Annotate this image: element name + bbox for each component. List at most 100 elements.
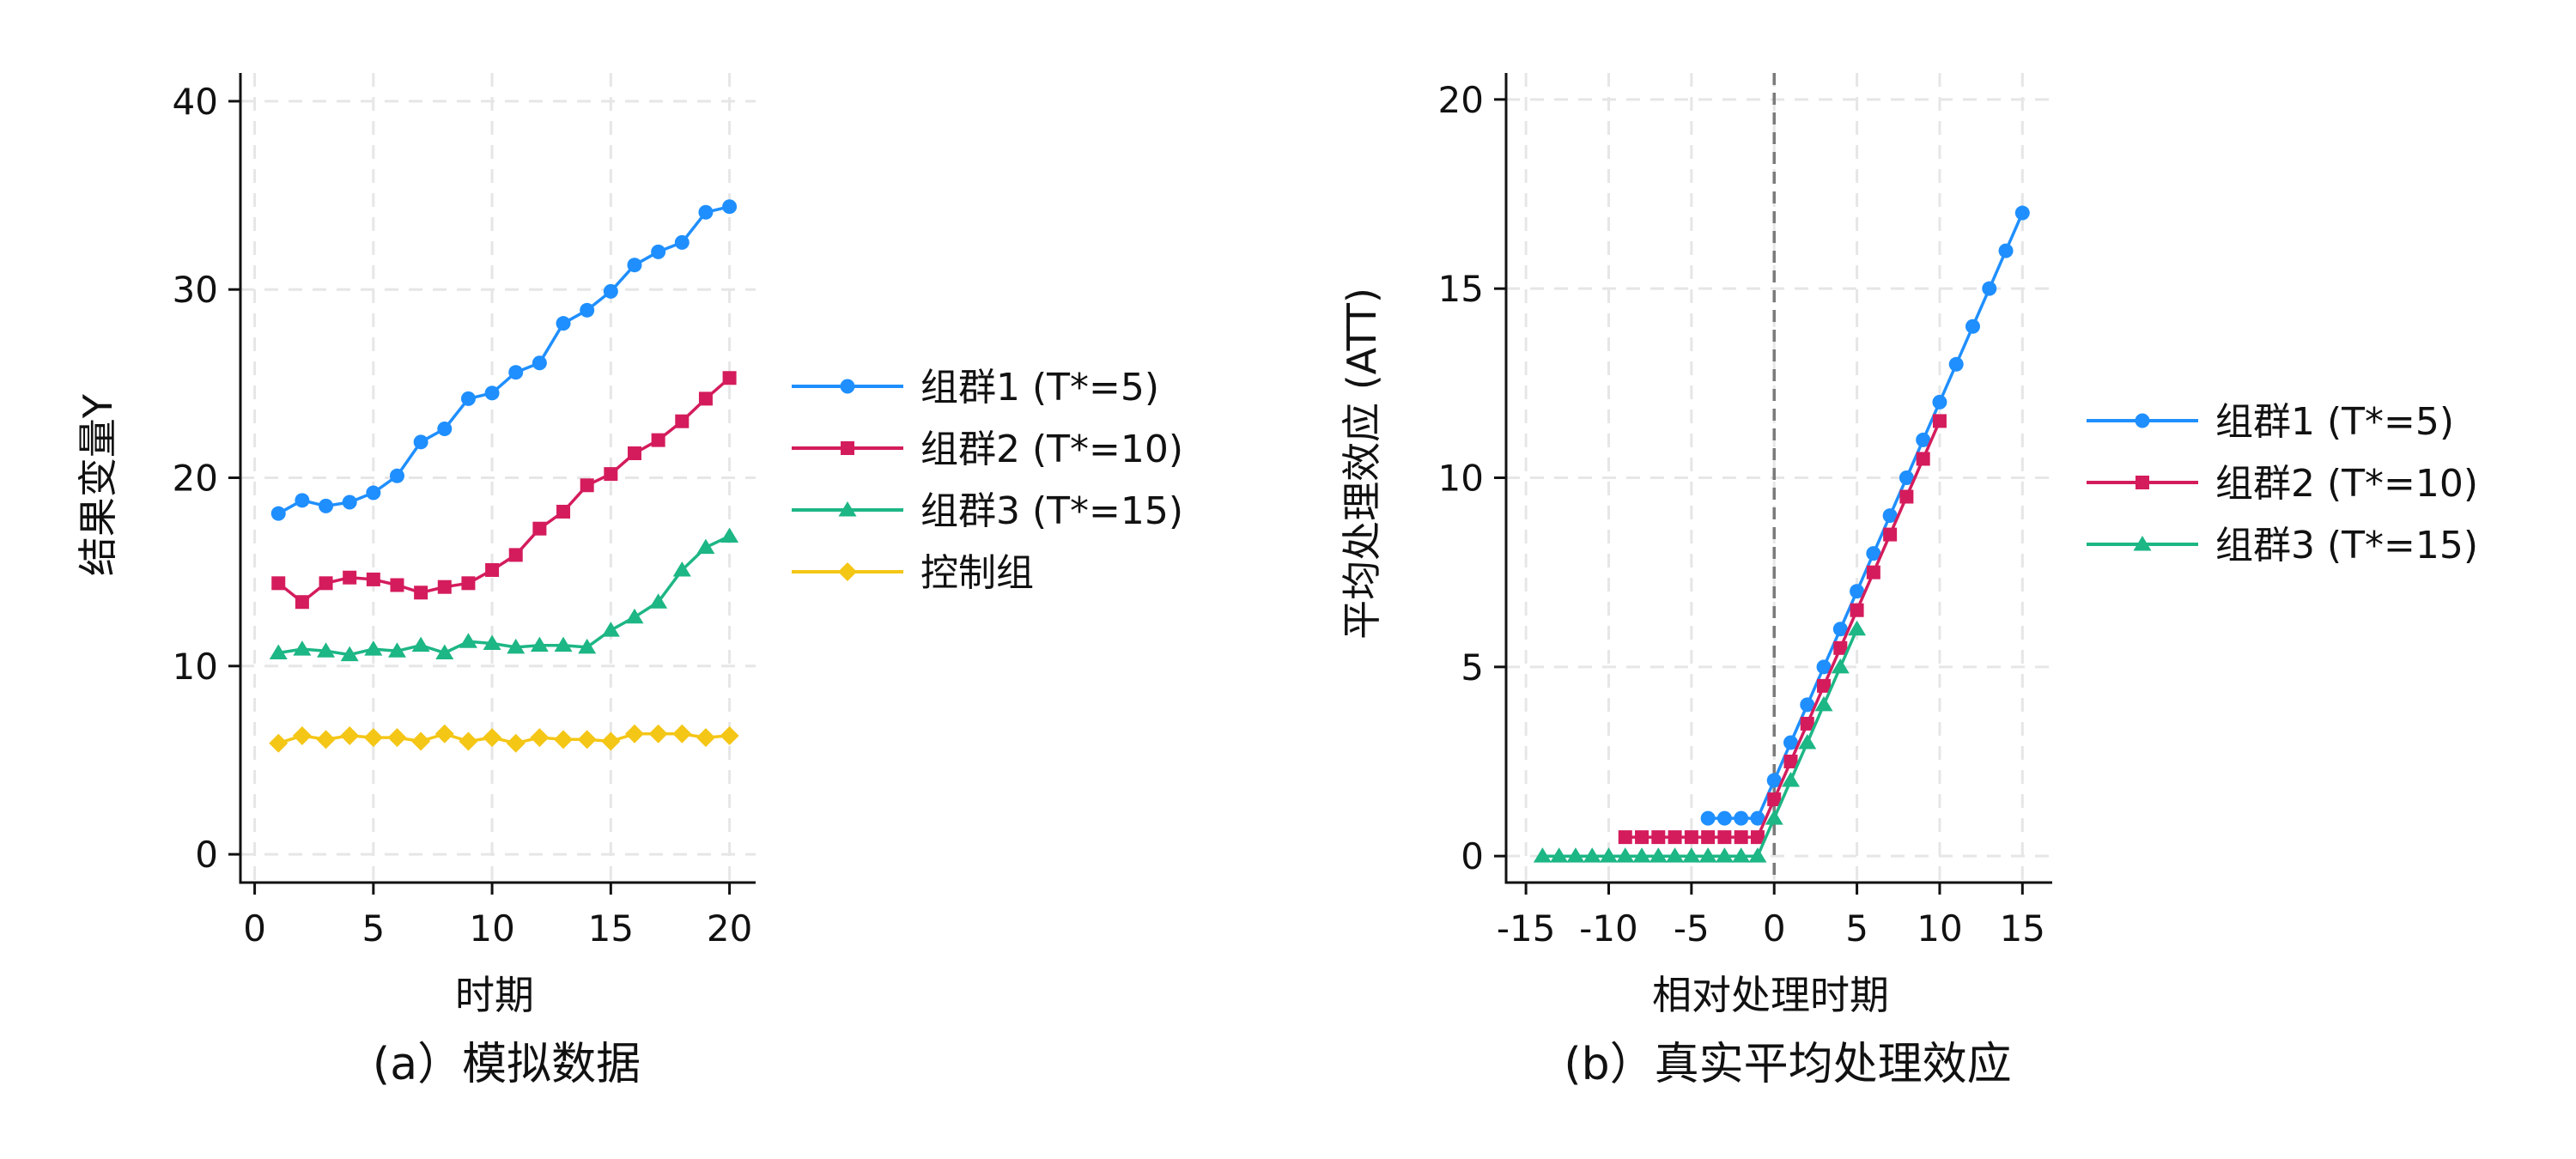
y-tick-label: 15	[1438, 268, 1484, 310]
series-4	[269, 724, 739, 753]
legend-label: 组群1 (T*=5)	[2215, 400, 2454, 444]
data-point	[434, 724, 454, 743]
data-point	[1866, 565, 1880, 580]
series-line	[1625, 420, 1941, 839]
data-point	[696, 728, 715, 748]
data-point	[319, 576, 333, 591]
series-line	[1708, 212, 2024, 820]
data-point	[366, 572, 380, 586]
legend-label: 组群1 (T*=5)	[920, 366, 1159, 410]
data-point	[1701, 830, 1716, 845]
panel-b-series	[1533, 205, 2030, 863]
panel-b-caption: (b）真实平均处理效应	[1564, 1039, 2011, 1090]
data-point	[1684, 830, 1698, 845]
x-tick-label: 15	[588, 907, 634, 950]
x-tick-label: 5	[1845, 907, 1868, 950]
series-1	[270, 199, 738, 521]
data-point	[437, 580, 452, 594]
data-point	[508, 365, 524, 380]
data-point	[1750, 810, 1765, 826]
y-tick-label: 5	[1461, 646, 1484, 689]
panel-a-legend: 组群1 (T*=5) 组群2 (T*=10) 组群3 (T*=15) 控制组	[792, 366, 1183, 595]
data-point	[651, 433, 665, 447]
data-point	[1899, 470, 1914, 485]
data-point	[269, 644, 288, 659]
data-point	[1616, 847, 1635, 863]
legend-label: 组群2 (T*=10)	[2215, 462, 2478, 506]
data-point	[1781, 772, 1800, 787]
panel-b-y-axis-label: 平均处理效应 (ATT)	[1339, 288, 1385, 640]
x-tick-label: 20	[707, 907, 752, 950]
data-point	[1566, 847, 1585, 863]
data-point	[627, 258, 642, 273]
series-2	[1618, 414, 1947, 845]
data-point	[317, 642, 336, 658]
data-point	[387, 728, 407, 748]
data-point	[1716, 810, 1732, 826]
data-point	[295, 595, 309, 610]
data-point	[624, 724, 644, 743]
data-point	[366, 485, 381, 501]
data-point	[1748, 847, 1767, 863]
data-point	[720, 527, 739, 543]
legend-label: 组群2 (T*=10)	[920, 428, 1183, 471]
data-point	[461, 576, 476, 591]
data-point	[1916, 432, 1931, 447]
legend-swatch-marker	[838, 562, 857, 581]
x-tick-label: 0	[1763, 907, 1786, 950]
y-tick-label: 40	[173, 81, 218, 123]
legend-label: 组群3 (T*=15)	[2215, 524, 2478, 567]
panel-b-true-att: -15 -10 -5 0 5 10 15 0 5 10 15 20 相对处理时期 平均处理效应 (AT…	[1339, 73, 2478, 1090]
data-point	[414, 586, 428, 600]
data-point	[1533, 847, 1552, 863]
data-point	[270, 506, 286, 521]
panel-a-caption: (a）模拟数据	[373, 1039, 641, 1090]
x-tick-label: -5	[1674, 907, 1710, 950]
y-tick-label: 20	[1438, 79, 1484, 121]
data-point	[483, 634, 501, 650]
data-point	[1668, 830, 1682, 845]
data-point	[1583, 847, 1601, 863]
data-point	[459, 633, 477, 648]
data-point	[1599, 847, 1618, 863]
data-point	[389, 468, 404, 483]
legend-entry-3: 组群3 (T*=15)	[2087, 524, 2478, 567]
data-point	[1651, 830, 1666, 845]
data-point	[1732, 847, 1751, 863]
data-point	[1715, 847, 1734, 863]
data-point	[295, 493, 310, 508]
data-point	[720, 725, 739, 745]
panel-a-simulated-data: 0 5 10 15 20 0 10 20 30 40 时期 结果变量Y (a）模拟数据 组群1 (…	[75, 73, 1183, 1090]
data-point	[340, 646, 359, 662]
data-point	[1848, 620, 1867, 636]
legend-entry-3: 组群3 (T*=15)	[792, 489, 1183, 533]
data-point	[411, 731, 431, 751]
series-2	[271, 371, 737, 610]
data-point	[1649, 847, 1668, 863]
data-point	[651, 244, 666, 259]
data-point	[1766, 773, 1782, 788]
data-point	[672, 724, 692, 743]
data-point	[532, 355, 547, 371]
data-point	[1767, 792, 1782, 807]
data-point	[649, 593, 668, 609]
x-tick-label: 10	[1917, 907, 1962, 950]
data-point	[554, 730, 574, 749]
data-point	[580, 302, 595, 318]
y-tick-label: 10	[173, 646, 218, 688]
data-point	[1635, 830, 1649, 845]
data-point	[1717, 830, 1732, 845]
data-point	[1899, 489, 1914, 504]
data-point	[722, 199, 738, 215]
data-point	[1798, 733, 1817, 749]
panel-a-y-axis-label: 结果变量Y	[75, 393, 121, 576]
data-point	[1682, 847, 1701, 863]
data-point	[459, 731, 478, 751]
legend-entry-2: 组群2 (T*=10)	[792, 428, 1183, 471]
y-tick-label: 0	[195, 834, 218, 876]
data-point	[484, 385, 500, 401]
data-point	[1783, 754, 1798, 768]
series-3	[269, 527, 739, 662]
series-line	[277, 376, 731, 604]
